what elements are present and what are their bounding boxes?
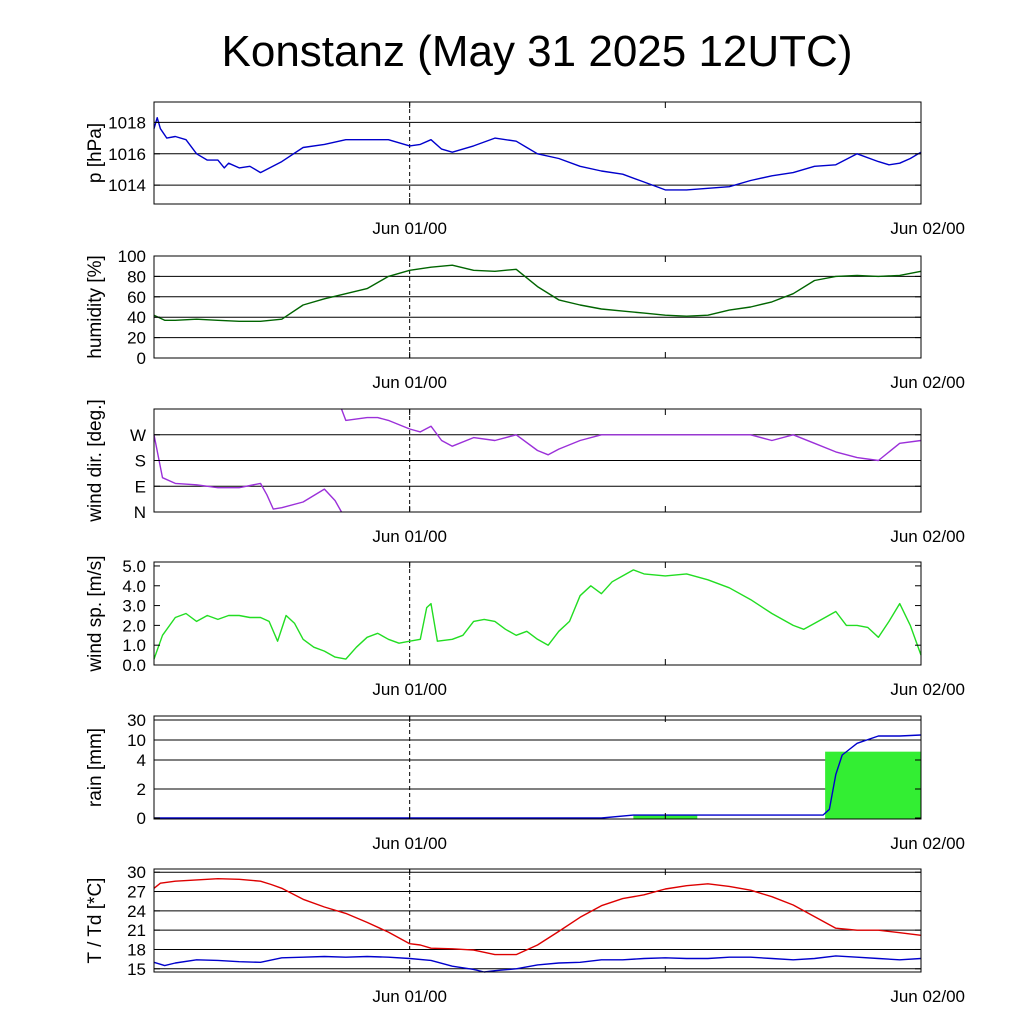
x-tick-label: Jun 01/00: [372, 373, 447, 392]
plot-frame: [153, 255, 922, 359]
x-tick-label: Jun 01/00: [372, 834, 447, 853]
panel-4: 5.04.03.02.01.00.0 Jun 01/00 Jun 02/00 wind…: [85, 555, 965, 699]
y-tick-label: 30: [127, 863, 146, 882]
y-tick-label: 2: [137, 780, 146, 799]
y-axis-label: T / Td [*C]: [85, 878, 106, 964]
plot-frame: [153, 715, 922, 820]
plot-frame: [153, 868, 922, 973]
y-axis-label: rain [mm]: [85, 728, 106, 807]
y-tick-label: 40: [127, 308, 146, 327]
y-tick-label: 1.0: [122, 636, 146, 655]
y-tick-label: 1016: [108, 145, 146, 164]
x-tick-label: Jun 02/00: [890, 987, 965, 1006]
x-tick-label: Jun 01/00: [372, 219, 447, 238]
y-tick-label: 4.0: [122, 577, 146, 596]
series-line-1: [153, 878, 922, 956]
series-line-2: [340, 408, 922, 462]
y-tick-label: 0: [137, 809, 146, 828]
series-line-1: [153, 434, 343, 513]
x-tick-label: Jun 02/00: [890, 680, 965, 699]
y-tick-label: S: [135, 452, 146, 471]
y-tick-label: 20: [127, 329, 146, 348]
series-line-1: [153, 569, 922, 660]
series-line-1: [153, 264, 922, 322]
y-tick-label: 60: [127, 288, 146, 307]
y-tick-label: 24: [127, 902, 146, 921]
series-line-1: [153, 116, 922, 191]
y-tick-label: 80: [127, 267, 146, 286]
y-tick-label: N: [134, 503, 146, 522]
y-tick-label: 5.0: [122, 557, 146, 576]
y-tick-label: W: [130, 426, 146, 445]
y-tick-label: E: [135, 477, 146, 496]
rain-bar: [825, 751, 921, 819]
panel-1: 1018 1016 1014 Jun 01/00 Jun 02/00 p [hPa]: [85, 101, 965, 238]
x-tick-label: Jun 02/00: [890, 834, 965, 853]
y-axis-label: wind dir. [deg.]: [85, 399, 106, 523]
y-tick-label: 21: [127, 921, 146, 940]
y-tick-label: 3.0: [122, 597, 146, 616]
y-tick-label: 18: [127, 940, 146, 959]
plot-frame: [153, 561, 922, 666]
y-axis-label: p [hPa]: [85, 123, 106, 183]
x-tick-label: Jun 02/00: [890, 219, 965, 238]
x-tick-label: Jun 02/00: [890, 527, 965, 546]
y-axis-label: humidity [%]: [85, 255, 106, 358]
y-tick-label: 2.0: [122, 616, 146, 635]
y-tick-label: 4: [137, 751, 146, 770]
plot-frame: [153, 101, 922, 205]
y-axis-label: wind sp. [m/s]: [85, 555, 106, 672]
series-line-2: [153, 955, 922, 973]
y-tick-label: 0.0: [122, 656, 146, 675]
y-tick-label: 1014: [108, 176, 146, 195]
x-tick-label: Jun 02/00: [890, 373, 965, 392]
y-tick-label: 27: [127, 883, 146, 902]
series-line-1: [154, 734, 922, 819]
chart-title: Konstanz (May 31 2025 12UTC): [222, 27, 853, 76]
x-tick-label: Jun 01/00: [372, 680, 447, 699]
x-tick-label: Jun 01/00: [372, 527, 447, 546]
y-tick-label: 15: [127, 960, 146, 979]
y-tick-label: 10: [127, 731, 146, 750]
y-tick-label: 100: [118, 247, 146, 266]
x-tick-label: Jun 01/00: [372, 987, 447, 1006]
y-tick-label: 0: [137, 349, 146, 368]
y-tick-label: 30: [127, 711, 146, 730]
y-tick-label: 1018: [108, 113, 146, 132]
